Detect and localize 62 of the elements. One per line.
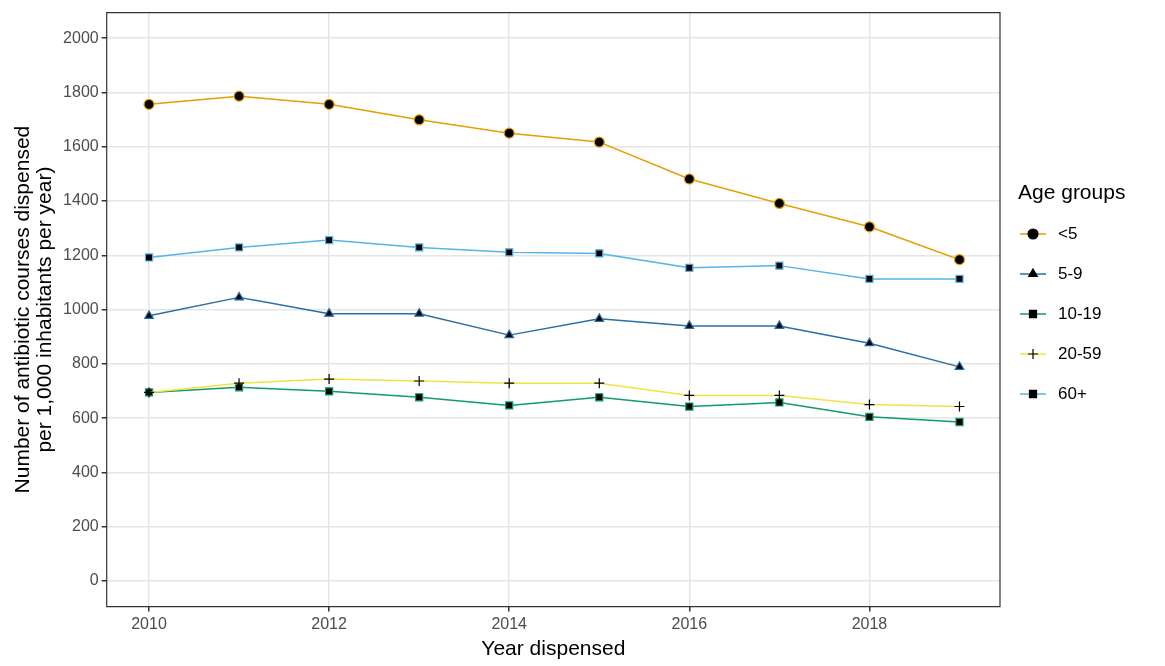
point [503,127,515,139]
y-tick-label: 1000 [63,300,99,318]
point [685,402,694,411]
y-tick-label: 1600 [63,137,99,155]
y-tick-label: 400 [71,462,99,480]
point [233,90,245,102]
point [594,313,605,322]
point [505,401,514,410]
point [144,253,154,262]
point [144,310,154,319]
x-tick-label: 2018 [851,614,888,632]
legend-label: 10-19 [1058,304,1102,324]
point [865,274,874,284]
legend-title: Age groups [1018,180,1126,204]
x-axis-title: Year dispensed [481,636,626,660]
point [864,337,875,347]
point [595,393,604,402]
point [414,308,425,317]
x-tick-label: 2010 [131,614,167,632]
y-tick-label: 600 [71,408,99,426]
point [774,320,785,329]
point [324,387,334,396]
point [234,243,244,252]
x-tick-label: 2012 [311,614,348,632]
point [953,254,966,266]
y-tick-label: 1400 [63,191,99,209]
point [683,173,695,185]
y-tick-label: 0 [89,571,99,589]
point [413,114,425,126]
legend-label: 20-59 [1058,344,1102,364]
legend-label: <5 [1058,224,1078,244]
point [324,235,334,245]
point [865,412,874,421]
point [504,329,515,339]
x-tick-label: 2014 [491,614,528,632]
point [234,291,244,301]
point [593,136,605,148]
y-tick-label: 2000 [63,28,99,46]
point [863,221,876,233]
point [595,249,604,258]
point [415,393,424,402]
point [323,98,335,110]
x-tick-label: 2016 [671,614,708,632]
y-tick-label: 800 [71,354,99,372]
point [685,263,694,272]
point [955,274,964,284]
point [773,197,785,210]
point [505,248,514,257]
y-axis-title: Number of antibiotic courses dispensed per 1,000 inhabitants per year) [9,125,55,494]
point [775,261,784,270]
point [775,398,784,407]
point [955,417,964,427]
point [684,320,695,329]
legend-label: 5-9 [1058,264,1083,284]
point [143,98,155,110]
point [954,361,965,370]
legend-label: 60+ [1058,384,1087,404]
y-tick-label: 200 [71,517,99,535]
y-tick-label: 1200 [63,245,99,263]
point [415,243,424,252]
y-tick-label: 1800 [63,82,99,100]
point [324,308,335,317]
